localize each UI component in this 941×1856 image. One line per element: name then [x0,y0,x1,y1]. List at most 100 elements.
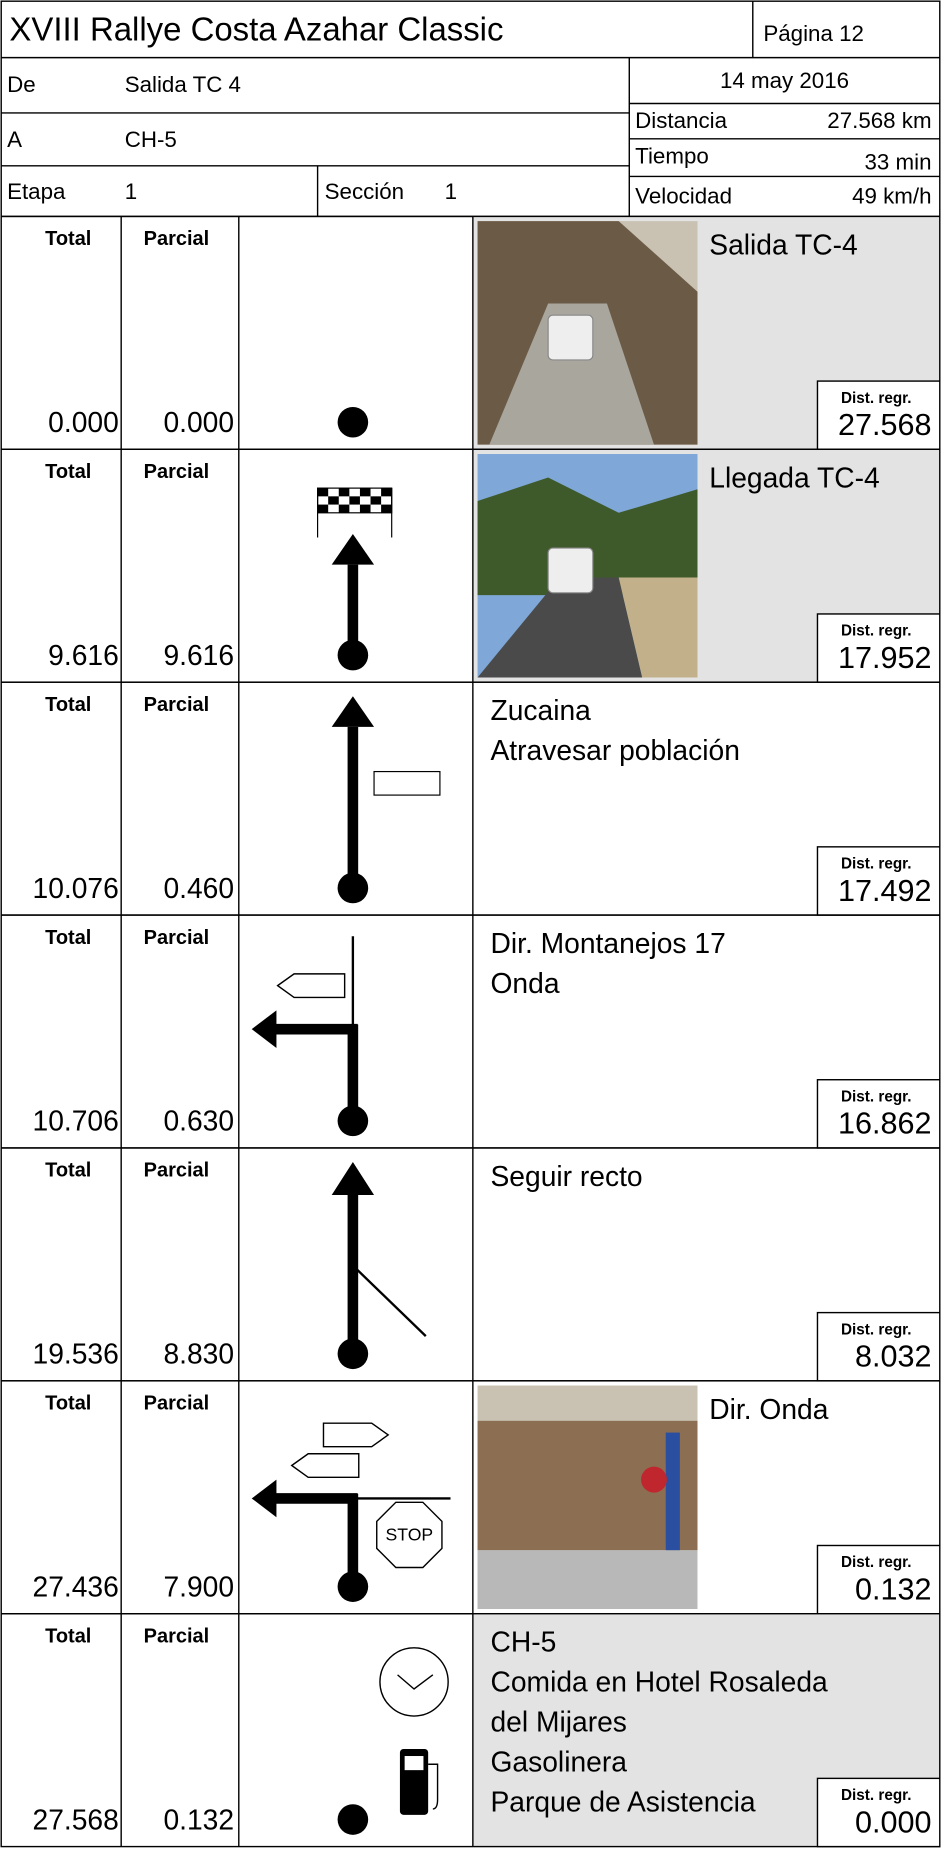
photo-stop [641,1466,667,1493]
arrow-head [331,696,375,727]
note-text: Dir. Montanejos 17 [490,927,725,959]
total: 10.706 [33,1105,119,1137]
note-text: CH-5 [490,1626,556,1658]
row-frame [0,1147,941,1382]
partial: 8.830 [163,1338,234,1370]
arrow-head [251,1010,277,1048]
partial-label: Parcial [144,1160,210,1182]
total: 10.076 [33,872,119,904]
partial-label: Parcial [144,461,210,483]
photo-trees [477,477,698,596]
flag-square [338,504,350,513]
total-label: Total [45,1160,91,1182]
partial-label: Parcial [144,228,210,250]
dot [337,872,369,904]
dist-regr-label: Dist. regr. [841,623,912,640]
photo-road [477,577,643,678]
road-sign [322,1422,390,1448]
dot [337,1338,369,1370]
to: CH-5 [125,127,177,152]
dist-regr-label: Dist. regr. [841,1787,912,1804]
flag-square [328,496,339,505]
title: XVIII Rallye Costa Azahar Classic [9,10,503,47]
flag-square [349,496,360,505]
stop-text: STOP [386,1525,434,1545]
note-text: del Mijares [490,1706,626,1738]
section-label: Sección [325,179,404,204]
total: 27.436 [33,1570,119,1602]
row-frame [0,914,941,1149]
dist-regr-box [816,380,941,451]
photo-post [665,1432,680,1551]
from-label: De [7,72,36,97]
total: 19.536 [33,1338,119,1370]
note-text: Gasolinera [490,1746,627,1778]
dist-regr: 27.568 [838,408,932,442]
dist-regr: 0.132 [855,1572,932,1606]
dist-regr: 8.032 [855,1340,932,1374]
roadbook-row: Total Parcial 10.706 0.630 Dir. Montanejos 1… [0,914,941,1149]
total-label: Total [45,1393,91,1415]
flag-square [370,496,382,505]
note-text: Salida TC-4 [709,228,857,260]
total-label: Total [45,228,91,250]
partial-label: Parcial [144,1626,210,1648]
row-frame [0,1613,941,1848]
dist-regr-box [816,613,941,683]
note-text: Llegada TC-4 [709,461,879,493]
total: 9.616 [48,639,119,671]
partial: 7.900 [163,1570,234,1602]
photo-verge [618,577,698,678]
note-text: Onda [490,967,559,999]
car [547,547,594,594]
partial: 0.630 [163,1105,234,1137]
dist-regr: 16.862 [838,1107,932,1141]
partial-label: Parcial [144,694,210,716]
partial: 0.460 [163,872,234,904]
time: 33 min [865,149,932,174]
flag-square [359,504,371,513]
time-label: Tiempo [635,144,709,169]
stage-label: Etapa [7,179,66,204]
roadbook-row: Total Parcial 27.436 7.900 STOP Dir. Onda Dist… [0,1380,941,1615]
partial-label: Parcial [144,1393,210,1415]
partial-label: Parcial [144,927,210,949]
dist-regr-label: Dist. regr. [841,390,912,407]
arrow-head [251,1479,277,1518]
flag-square [317,504,329,513]
total-label: Total [45,927,91,949]
photo-road [477,1550,698,1610]
roadbook-row: Total Parcial 19.536 8.830 Seguir recto Dist.… [0,1147,941,1382]
flag-square [317,488,329,497]
dist-regr-label: Dist. regr. [841,1321,912,1338]
date: 14 may 2016 [720,68,849,93]
stage: 1 [125,179,137,204]
speed: 49 km/h [852,184,931,209]
roadbook-row: Total Parcial 10.076 0.460 Zucaina Atravesar … [0,681,941,916]
dist-regr-label: Dist. regr. [841,856,912,873]
note-text: Parque de Asistencia [490,1786,755,1818]
photo-road [489,303,654,445]
dot [337,406,369,438]
dot [337,1105,369,1137]
arrow-head [331,1162,375,1195]
flag-square [381,504,392,513]
arrow-head [331,533,375,565]
road-sign [290,1453,360,1478]
note-text: Seguir recto [490,1160,642,1192]
dot [337,1804,369,1835]
section: 1 [445,179,457,204]
total: 0.000 [48,406,119,438]
note-text: Atravesar población [490,734,739,766]
dist-regr: 0.000 [855,1805,932,1839]
car [547,314,594,361]
stop-sign [376,1501,443,1569]
flag-square [338,488,350,497]
total: 27.568 [33,1803,119,1835]
roadbook-row: Total Parcial 9.616 9.616 Llegada TC-4 Dist. … [0,448,941,683]
fuel-hose [428,1763,439,1810]
distance-label: Distancia [635,108,727,133]
fuel-window [404,1756,424,1771]
dist-regr: 17.492 [838,874,932,908]
